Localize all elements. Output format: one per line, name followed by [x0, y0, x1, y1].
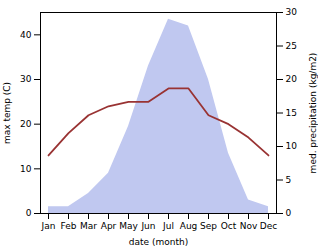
- svg-text:Jun: Jun: [140, 221, 155, 231]
- svg-text:Aug: Aug: [180, 221, 198, 231]
- svg-text:Dec: Dec: [260, 221, 277, 231]
- svg-text:Feb: Feb: [61, 221, 77, 231]
- svg-text:5: 5: [286, 175, 292, 185]
- svg-text:15: 15: [286, 108, 297, 118]
- svg-text:30: 30: [20, 74, 32, 84]
- svg-text:25: 25: [286, 41, 297, 51]
- svg-text:10: 10: [286, 141, 298, 151]
- svg-text:0: 0: [26, 208, 32, 218]
- svg-text:Jul: Jul: [162, 221, 174, 231]
- svg-text:20: 20: [20, 119, 32, 129]
- svg-text:0: 0: [286, 208, 292, 218]
- svg-text:Mar: Mar: [80, 221, 97, 231]
- svg-text:10: 10: [20, 164, 32, 174]
- svg-text:Apr: Apr: [101, 221, 117, 231]
- svg-text:Oct: Oct: [221, 221, 237, 231]
- svg-text:Sep: Sep: [200, 221, 217, 231]
- svg-text:date (month): date (month): [129, 237, 188, 247]
- svg-text:May: May: [119, 221, 138, 231]
- svg-text:30: 30: [286, 7, 298, 17]
- svg-text:med. precipitation (kg/m2): med. precipitation (kg/m2): [308, 53, 318, 174]
- svg-text:Nov: Nov: [240, 221, 258, 231]
- svg-text:Jan: Jan: [41, 221, 56, 231]
- svg-text:20: 20: [286, 74, 298, 84]
- svg-text:max temp (C): max temp (C): [2, 82, 12, 144]
- svg-text:40: 40: [20, 30, 32, 40]
